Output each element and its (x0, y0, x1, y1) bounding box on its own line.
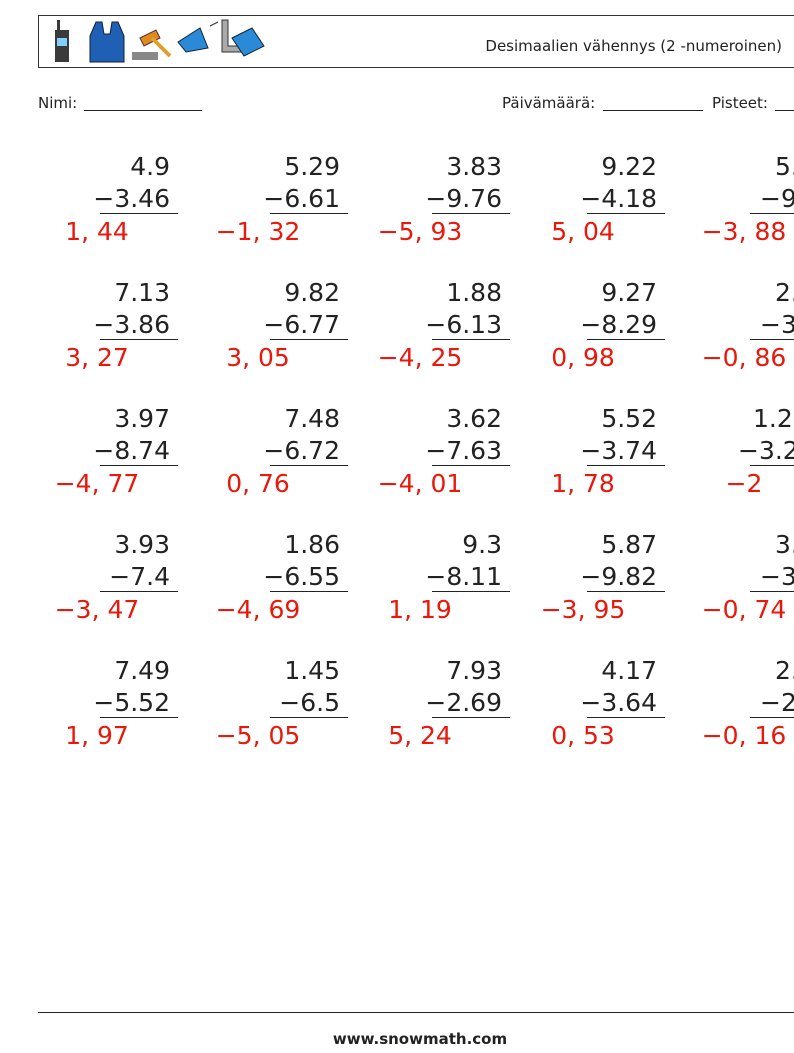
answer: 0, 98 (551, 343, 615, 372)
answer: 0, 53 (551, 721, 615, 750)
minuend: 7.48 (284, 404, 340, 433)
subtrahend: −6.61 (263, 184, 340, 213)
minuend: 3.97 (114, 404, 170, 433)
subtrahend: −9.82 (580, 562, 657, 591)
minuend: 5.52 (601, 404, 657, 433)
minuend: 1.29 (753, 404, 794, 433)
subtrahend: −8.11 (425, 562, 502, 591)
answer: −4, 01 (378, 469, 463, 498)
subtrahend: −7.4 (109, 562, 170, 591)
answer: 1, 97 (65, 721, 129, 750)
subtrahend: −6.5 (279, 688, 340, 717)
answer: 1, 44 (65, 217, 129, 246)
subtrahend: −8.74 (93, 436, 170, 465)
minuend: 9.27 (601, 278, 657, 307)
subtrahend: −4.18 (580, 184, 657, 213)
subtrahend: −2.69 (425, 688, 502, 717)
date-label: Päivämäärä: (502, 94, 595, 112)
answer: −0, 16 (702, 721, 787, 750)
title: Desimaalien vähennys (2 -numeroinen) (485, 37, 782, 55)
header-box (38, 15, 794, 68)
footer-url: www.snowmath.com (333, 1030, 507, 1048)
answer: −1, 32 (216, 217, 301, 246)
subtrahend: −3. (760, 562, 794, 591)
subtrahend: −3.64 (580, 688, 657, 717)
minuend: 5.29 (284, 152, 340, 181)
minuend: 1.45 (284, 656, 340, 685)
minuend: 2. (775, 656, 794, 685)
answer: −4, 25 (378, 343, 463, 372)
subtrahend: −9. (760, 184, 794, 213)
minuend: 5.87 (601, 530, 657, 559)
minuend: 5. (775, 152, 794, 181)
icon-camera (231, 27, 265, 57)
minuend: 7.49 (114, 656, 170, 685)
answer: −3, 88 (702, 217, 787, 246)
icon-gavel-head (139, 29, 161, 47)
subtrahend: −2. (760, 688, 794, 717)
subtrahend: −6.72 (263, 436, 340, 465)
minuend: 7.93 (446, 656, 502, 685)
subtrahend: −7.63 (425, 436, 502, 465)
minuend: 7.13 (114, 278, 170, 307)
answer: −5, 05 (216, 721, 301, 750)
name-label: Nimi: (38, 94, 77, 112)
minuend: 9.22 (601, 152, 657, 181)
answer: −3, 47 (55, 595, 140, 624)
answer: 5, 24 (388, 721, 452, 750)
minuend: 4.9 (130, 152, 170, 181)
icon-megaphone (177, 27, 209, 53)
icon-vest (89, 21, 125, 63)
subtrahend: −8.29 (580, 310, 657, 339)
icon-gavel-base (132, 52, 158, 60)
minuend: 1.88 (446, 278, 502, 307)
minuend: 9.82 (284, 278, 340, 307)
minuend: 3.62 (446, 404, 502, 433)
answer: 1, 78 (551, 469, 615, 498)
minuend: 2. (775, 278, 794, 307)
icon-megaphone-line (209, 21, 219, 27)
answer: −3, 95 (541, 595, 626, 624)
minuend: 4.17 (601, 656, 657, 685)
subtrahend: −6.13 (425, 310, 502, 339)
subtrahend: −9.76 (425, 184, 502, 213)
answer: 1, 19 (388, 595, 452, 624)
minuend: 3.93 (114, 530, 170, 559)
answer: 3, 05 (226, 343, 290, 372)
score-label: Pisteet: (712, 94, 768, 112)
minuend: 9.3 (462, 530, 502, 559)
subtrahend: −3.46 (93, 184, 170, 213)
subtrahend: −3.74 (580, 436, 657, 465)
minuend: 3.83 (446, 152, 502, 181)
answer: −5, 93 (378, 217, 463, 246)
answer: −4, 77 (55, 469, 140, 498)
subtrahend: −3. (760, 310, 794, 339)
answer: −2 (726, 469, 763, 498)
answer: −0, 74 (702, 595, 787, 624)
subtrahend: −6.77 (263, 310, 340, 339)
header-icons (55, 19, 265, 63)
answer: 3, 27 (65, 343, 129, 372)
minuend: 3. (775, 530, 794, 559)
icon-radio-antenna (57, 20, 60, 30)
answer: 0, 76 (226, 469, 290, 498)
icon-gavel-handle (150, 36, 172, 58)
answer: −4, 69 (216, 595, 301, 624)
icon-radio-screen (57, 38, 67, 46)
answer: −0, 86 (702, 343, 787, 372)
subtrahend: −6.55 (263, 562, 340, 591)
subtrahend: −3.86 (93, 310, 170, 339)
subtrahend: −3.29 (738, 436, 794, 465)
subtrahend: −5.52 (93, 688, 170, 717)
answer: 5, 04 (551, 217, 615, 246)
minuend: 1.86 (284, 530, 340, 559)
